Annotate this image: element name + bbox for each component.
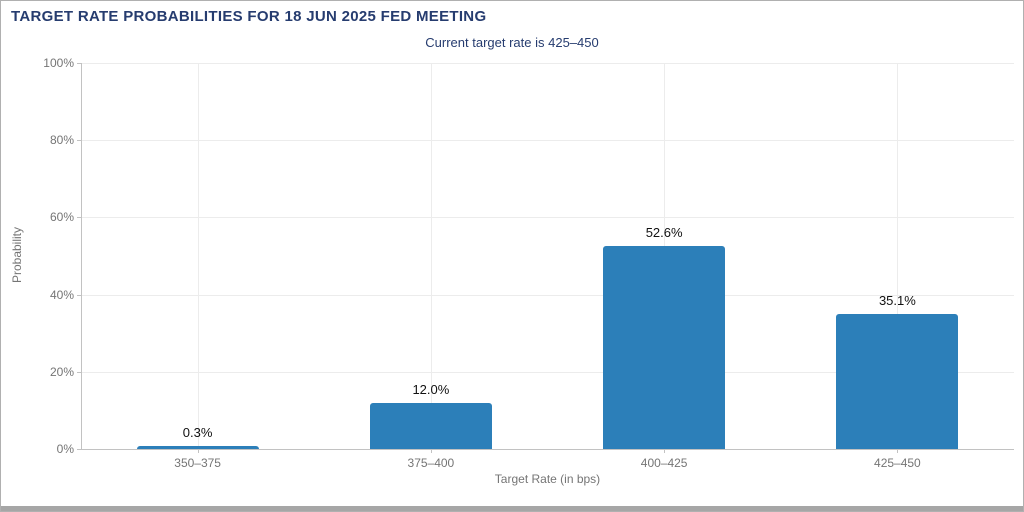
bar-value-label: 0.3% <box>182 425 213 440</box>
chart-title: TARGET RATE PROBABILITIES FOR 18 JUN 202… <box>11 8 487 25</box>
x-axis-category-label: 350–375 <box>174 456 221 470</box>
bar-value-label: 12.0% <box>412 381 450 397</box>
y-axis-tick-label: 60% <box>49 210 74 225</box>
bar-value-label: 52.6% <box>645 224 683 240</box>
y-axis-tick-label: 40% <box>49 287 74 302</box>
x-axis-title: Target Rate (in bps) <box>494 472 601 486</box>
x-axis-category-label: 400–425 <box>640 456 688 470</box>
x-axis-category-label: 375–400 <box>407 456 455 470</box>
x-axis-tick-mark <box>197 449 199 453</box>
y-axis-line <box>81 63 82 449</box>
y-axis-tick-mark <box>77 371 81 373</box>
x-axis-tick-mark <box>897 449 899 453</box>
bar-350-375[interactable] <box>136 446 259 449</box>
x-axis-tick-mark <box>664 449 666 453</box>
x-axis-tick-mark <box>430 449 432 453</box>
gridline-vertical <box>897 63 899 449</box>
y-axis-tick-mark <box>77 140 81 142</box>
y-axis-tick-label: 80% <box>49 133 74 148</box>
window-bottom-border <box>1 506 1023 511</box>
gridline-horizontal <box>81 63 1014 64</box>
x-axis-category-label: 425–450 <box>874 456 921 470</box>
y-axis-tick-mark <box>77 294 81 296</box>
x-axis-line <box>81 449 1014 450</box>
gridline-horizontal <box>81 217 1014 219</box>
gridline-vertical <box>430 63 432 449</box>
y-axis-tick-label: 100% <box>43 56 74 70</box>
bar-375-400[interactable] <box>369 402 492 449</box>
gridline-vertical <box>197 63 199 449</box>
y-axis-title: Probability <box>10 226 24 284</box>
y-axis-tick-mark <box>77 217 81 219</box>
y-axis-tick-label: 20% <box>49 364 74 379</box>
y-axis-tick-label: 0% <box>56 442 74 456</box>
gridline-horizontal <box>81 294 1014 296</box>
y-axis-tick-mark <box>77 63 81 64</box>
y-axis-tick-mark <box>77 449 81 450</box>
bar-400-425[interactable] <box>603 245 726 449</box>
chart-subtitle: Current target rate is 425–450 <box>425 35 599 50</box>
bar-425-450[interactable] <box>836 313 959 449</box>
bar-value-label: 35.1% <box>878 292 916 308</box>
gridline-horizontal <box>81 371 1014 373</box>
gridline-horizontal <box>81 140 1014 142</box>
